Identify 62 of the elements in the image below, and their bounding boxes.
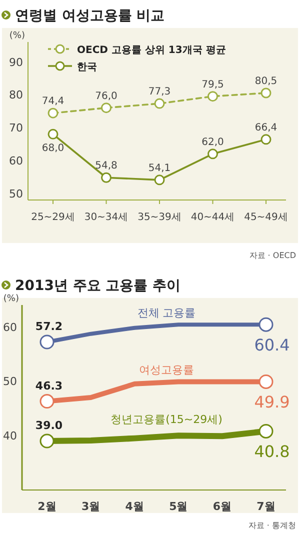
point	[154, 174, 165, 186]
point	[208, 91, 218, 102]
x-tick-label: 6월	[212, 500, 232, 513]
data-label: 79,5	[202, 79, 224, 90]
point	[48, 108, 58, 118]
data-label: 54,8	[95, 160, 118, 172]
series-label: 여성고용률	[139, 364, 194, 377]
y-tick-label: 40	[3, 430, 17, 443]
point	[101, 172, 112, 183]
data-label: 40.8	[254, 442, 290, 462]
point	[40, 394, 54, 409]
x-tick-label: 3월	[81, 500, 100, 513]
text: 자료 · 통계청	[248, 521, 296, 530]
data-label: 49.9	[254, 392, 290, 412]
text: 자료 · OECD	[249, 251, 296, 260]
point	[48, 128, 58, 140]
point	[260, 88, 272, 98]
legend-label: 한국	[77, 62, 97, 73]
data-label: 57.2	[35, 320, 63, 333]
series-label: 청년고용률(15~29세)	[110, 413, 222, 426]
series-label: 전체 고용률	[137, 306, 196, 320]
point	[101, 102, 112, 114]
y-tick-label: 90	[9, 56, 23, 69]
y-axis-title: (%)	[3, 294, 19, 304]
y-tick-label: 80	[9, 88, 23, 102]
data-label: 54,1	[148, 162, 171, 174]
y-tick-label: 50	[9, 187, 23, 200]
data-label: 46.3	[35, 379, 63, 392]
data-label: 68,0	[42, 143, 64, 154]
point	[260, 134, 272, 145]
y-axis-title: (%)	[9, 31, 25, 41]
point	[154, 98, 165, 109]
y-tick-label: 70	[9, 122, 23, 135]
legend-label: OECD 고용률 상위 13개국 평균	[77, 45, 226, 56]
point	[258, 424, 274, 438]
point	[208, 148, 218, 160]
point	[40, 434, 54, 448]
chart-title: 2013년 주요 고용률 추이	[15, 278, 181, 294]
data-label: 77,3	[148, 86, 171, 98]
data-label: 62,0	[202, 136, 224, 148]
x-tick-label: 45~49세	[244, 212, 288, 223]
point	[258, 317, 274, 332]
x-tick-label: 7월	[256, 500, 276, 513]
point	[40, 334, 54, 350]
x-tick-label: 4월	[125, 500, 144, 513]
data-label: 66,4	[254, 122, 278, 134]
x-tick-label: 5월	[169, 500, 188, 513]
x-tick-label: 25~29세	[31, 212, 75, 223]
data-label: 80,5	[254, 76, 278, 88]
data-label: 60.4	[254, 336, 290, 355]
y-tick-label: 50	[3, 375, 17, 388]
y-tick-label: 60	[3, 320, 17, 334]
chart-title: 연령별 여성고용률 비교	[15, 8, 165, 24]
data-label: 39.0	[35, 419, 63, 432]
point	[258, 374, 274, 389]
x-tick-label: 30~34세	[84, 212, 128, 223]
x-tick-label: 35~39세	[138, 212, 182, 223]
data-label: 76,0	[95, 90, 118, 102]
x-tick-label: 40~44세	[190, 212, 235, 223]
y-tick-label: 60	[9, 154, 23, 168]
x-tick-label: 2월	[38, 500, 56, 513]
data-label: 74,4	[42, 96, 64, 108]
